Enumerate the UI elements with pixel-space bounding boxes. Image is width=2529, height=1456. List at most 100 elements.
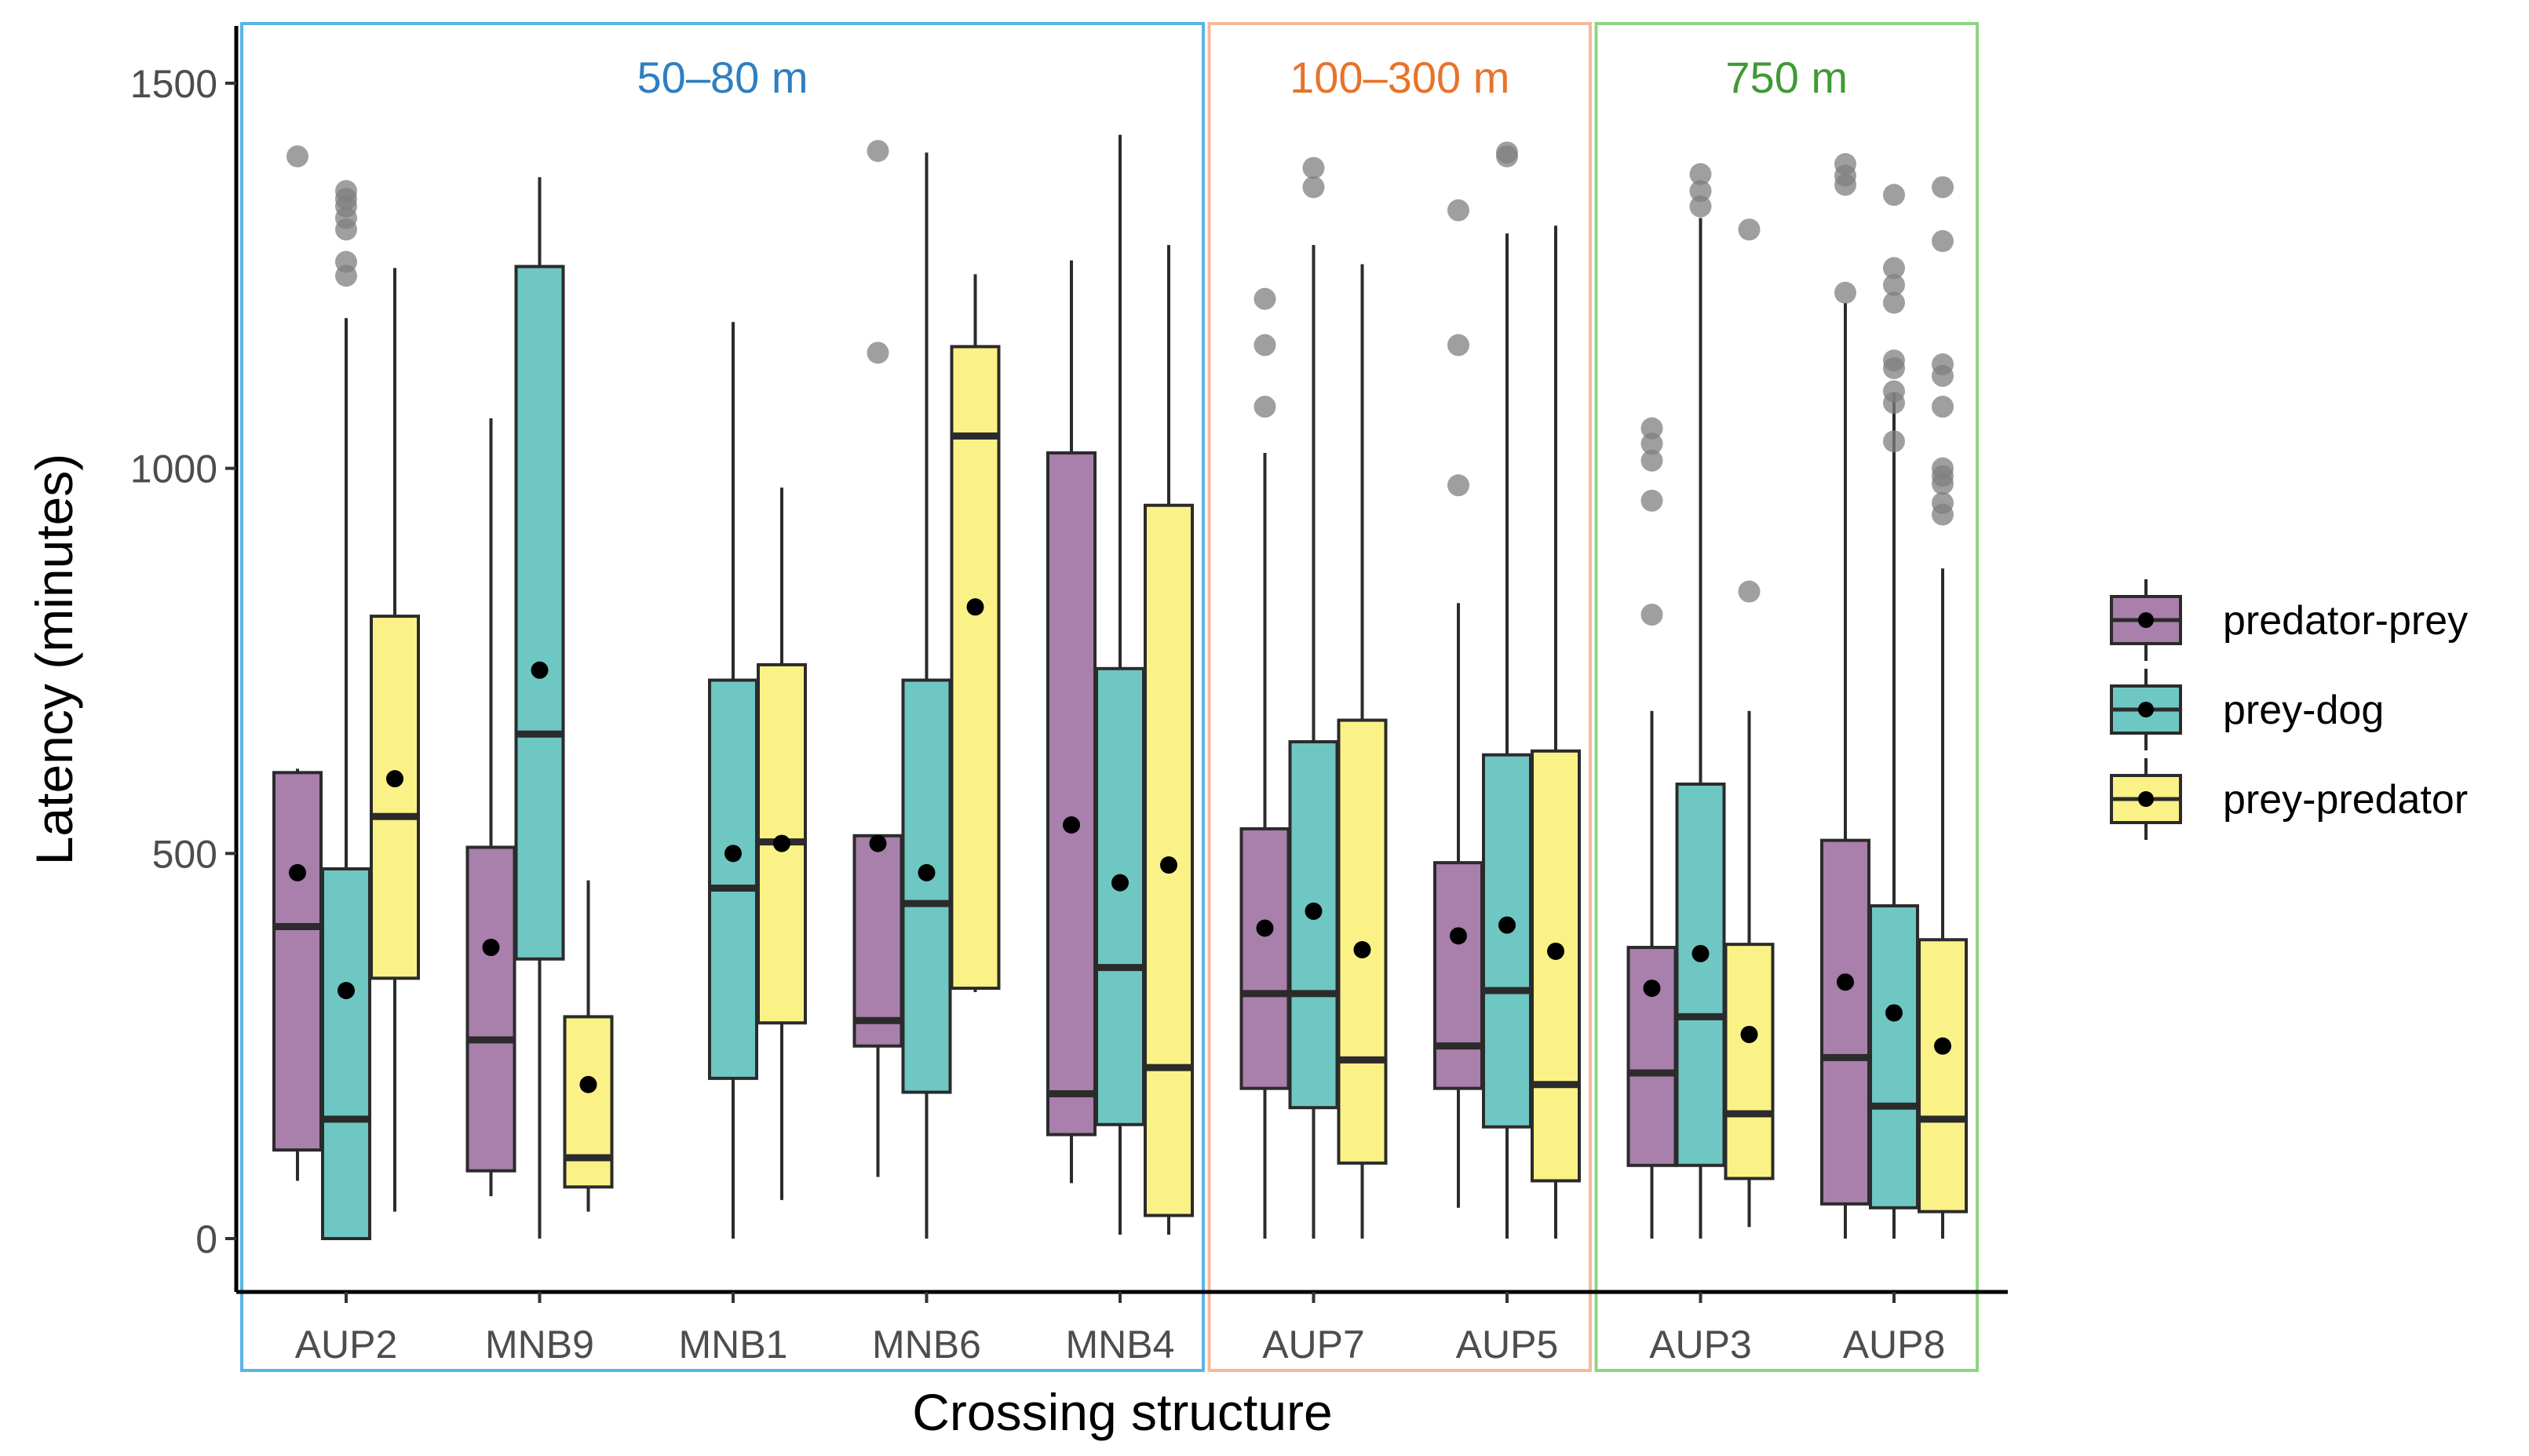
box-body — [1918, 938, 1968, 1213]
mean-point — [1547, 942, 1564, 960]
x-tick-label: MNB1 — [679, 1323, 788, 1367]
box-body — [1095, 666, 1145, 1126]
box-body — [1869, 904, 1919, 1210]
outlier-point — [867, 140, 889, 162]
outlier-point — [1932, 230, 1954, 253]
box-prey-predator-MNB6 — [950, 274, 1001, 992]
x-tick-label: AUP8 — [1843, 1323, 1946, 1367]
legend-item-prey-dog: prey-dog — [2110, 669, 2384, 750]
mean-point — [1353, 941, 1371, 958]
mean-point — [724, 845, 742, 863]
outlier-point — [335, 180, 357, 203]
x-tick-label: AUP3 — [1649, 1323, 1752, 1367]
box-prey-dog-MNB1 — [708, 322, 758, 1239]
mean-point — [289, 863, 306, 881]
x-axis-title: Crossing structure — [912, 1383, 1333, 1441]
outlier-point — [1640, 489, 1663, 512]
mean-point — [1305, 902, 1323, 920]
outlier-point — [1883, 257, 1905, 279]
legend-item-predator-prey: predator-prey — [2110, 579, 2468, 661]
outlier-point — [1302, 176, 1325, 199]
mean-point — [1063, 816, 1080, 834]
outlier-point — [286, 145, 308, 168]
box-predator-prey-AUP3 — [1626, 417, 1677, 1239]
y-tick-label: 1000 — [130, 447, 217, 491]
mean-point — [1498, 916, 1516, 934]
group-frame — [1207, 22, 1592, 1372]
box-body — [1433, 861, 1483, 1090]
outlier-point — [1834, 281, 1856, 304]
boxplot-marks — [272, 134, 1968, 1240]
group-label: 50–80 m — [637, 53, 808, 102]
outlier-point — [1883, 291, 1905, 314]
outlier-point — [1447, 199, 1469, 221]
mean-point — [773, 834, 790, 852]
box-predator-prey-AUP7 — [1239, 287, 1290, 1239]
mean-point — [338, 982, 355, 1000]
legend: predator-prey prey-dog prey-predator — [2110, 579, 2468, 840]
outlier-point — [335, 250, 357, 273]
outlier-point — [1254, 334, 1276, 356]
x-tick-label: AUP2 — [295, 1323, 398, 1367]
box-prey-dog-MNB6 — [901, 152, 952, 1239]
box-predator-prey-MNB4 — [1046, 260, 1097, 1184]
box-body — [1482, 753, 1532, 1129]
x-axis-ticks: AUP2 MNB9 MNB1 MNB6 MNB4 AUP7 AUP5 AUP3 AUP8 — [295, 1292, 1946, 1367]
outlier-point — [1254, 287, 1276, 310]
mean-point — [579, 1075, 597, 1093]
distance-group-frames: 50–80 m 100–300 m 750 m — [240, 22, 1979, 1372]
box-body — [514, 265, 565, 961]
outlier-point — [1883, 349, 1905, 372]
box-predator-prey-AUP8 — [1820, 153, 1870, 1239]
mean-point — [1691, 944, 1710, 962]
outlier-point — [1689, 195, 1712, 218]
outlier-point — [1883, 184, 1905, 206]
mean-point — [869, 834, 887, 852]
legend-key-mean — [2138, 612, 2154, 628]
mean-point — [1643, 980, 1661, 998]
box-prey-predator-AUP2 — [370, 268, 420, 1212]
box-body — [1288, 740, 1339, 1110]
x-tick-label: MNB4 — [1066, 1323, 1175, 1367]
legend-key-mean — [2138, 702, 2154, 717]
box-prey-predator-MNB9 — [563, 880, 614, 1212]
legend-key-mean — [2138, 791, 2154, 807]
outlier-point — [1254, 396, 1276, 418]
mean-point — [1160, 856, 1177, 874]
mean-point — [966, 598, 984, 616]
outlier-point — [1447, 474, 1469, 497]
x-tick-label: MNB9 — [485, 1323, 594, 1367]
box-prey-predator-AUP8 — [1918, 176, 1968, 1239]
outlier-point — [1932, 396, 1954, 418]
outlier-point — [1302, 156, 1325, 179]
box-prey-predator-AUP7 — [1337, 264, 1388, 1239]
outlier-point — [1640, 432, 1663, 455]
box-prey-dog-AUP7 — [1288, 156, 1339, 1239]
group-frame — [240, 22, 1205, 1372]
box-body — [852, 834, 903, 1048]
box-prey-dog-AUP2 — [321, 180, 371, 1240]
box-prey-predator-MNB1 — [757, 487, 807, 1200]
outlier-point — [1738, 218, 1761, 241]
group-label: 750 m — [1725, 53, 1848, 102]
outlier-point — [1640, 604, 1663, 626]
mean-point — [1740, 1025, 1758, 1043]
outlier-point — [1640, 449, 1663, 472]
x-tick-label: MNB6 — [872, 1323, 981, 1367]
y-axis-ticks: 0 500 1000 1500 — [130, 62, 236, 1261]
box-prey-dog-AUP5 — [1482, 141, 1532, 1239]
y-tick-label: 500 — [152, 832, 217, 876]
box-body — [1531, 749, 1581, 1183]
box-predator-prey-AUP5 — [1433, 199, 1483, 1208]
outlier-point — [1689, 162, 1712, 185]
outlier-point — [1640, 417, 1663, 440]
mean-point — [1256, 919, 1274, 937]
mean-point — [386, 770, 403, 788]
outlier-point — [1447, 334, 1469, 356]
mean-point — [1934, 1037, 1951, 1055]
mean-point — [482, 939, 500, 957]
box-body — [465, 845, 516, 1173]
mean-point — [918, 863, 936, 881]
outlier-point — [1932, 491, 1954, 514]
